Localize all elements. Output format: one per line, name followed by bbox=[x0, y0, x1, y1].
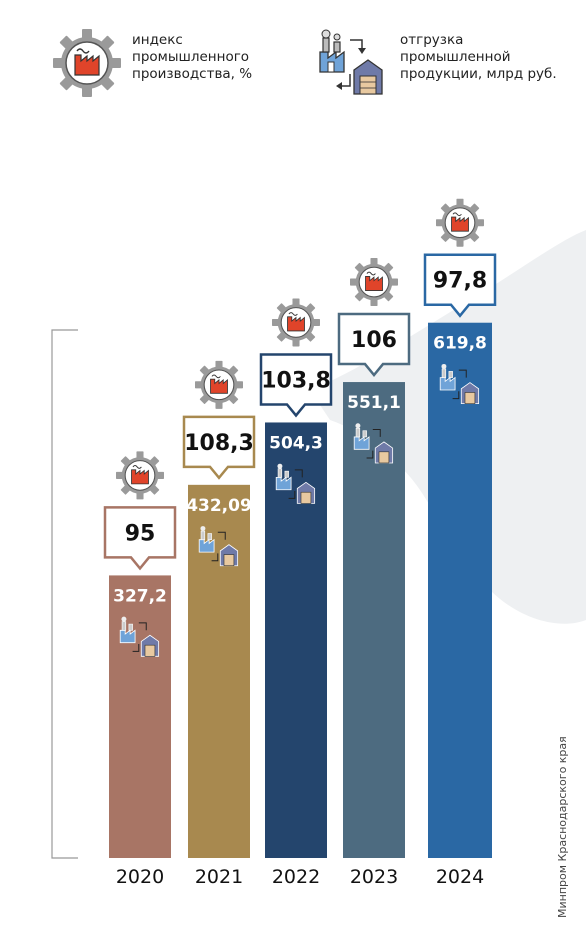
axis-bracket bbox=[51, 329, 78, 859]
shipment-icon-2021 bbox=[198, 526, 239, 567]
index-value-label-2020: 95 bbox=[125, 521, 156, 546]
year-label-2023: 2023 bbox=[350, 866, 398, 888]
factory-gear-icon bbox=[53, 29, 121, 97]
index-value-label-2021: 108,3 bbox=[184, 431, 254, 456]
bar-value-label-2024: 619,8 bbox=[433, 334, 487, 354]
legend-index-line-3: производства, % bbox=[132, 66, 253, 82]
legend-shipment-line-2: промышленной bbox=[400, 49, 511, 65]
bar-value-label-2021: 432,09 bbox=[186, 496, 252, 516]
bar-value-label-2022: 504,3 bbox=[269, 433, 323, 453]
legend-shipment: отгрузка промышленной продукции, млрд ру… bbox=[310, 28, 557, 100]
index-callout-2020 bbox=[103, 506, 177, 571]
shipment-icon-2022 bbox=[275, 463, 316, 504]
index-gear-icon-2023 bbox=[349, 258, 399, 307]
bar-value-label-2020: 327,2 bbox=[113, 586, 167, 606]
index-callout-2024 bbox=[423, 253, 497, 318]
year-label-2024: 2024 bbox=[436, 866, 484, 888]
shipment-icon-2023 bbox=[353, 423, 394, 464]
legend-shipment-line-1: отгрузка bbox=[400, 32, 464, 48]
year-label-2020: 2020 bbox=[116, 866, 164, 888]
source-credit: Минпром Краснодарского края bbox=[556, 736, 569, 918]
bar-2020 bbox=[109, 575, 171, 858]
legend-index-line-2: промышленного bbox=[132, 49, 250, 65]
bar-2023 bbox=[343, 382, 405, 858]
index-value-label-2023: 106 bbox=[351, 328, 397, 353]
index-gear-icon-2021 bbox=[194, 360, 244, 409]
legend-shipment-line-3: продукции, млрд руб. bbox=[400, 66, 557, 82]
bar-value-label-2023: 551,1 bbox=[347, 393, 401, 413]
index-gear-icon-2022 bbox=[271, 298, 321, 347]
index-callout-2023 bbox=[337, 312, 411, 378]
year-label-2021: 2021 bbox=[195, 866, 243, 888]
index-value-label-2024: 97,8 bbox=[433, 269, 487, 294]
factory-warehouse-icon bbox=[319, 29, 383, 95]
legend-index-line-1: индекс bbox=[132, 32, 183, 48]
index-gear-icon-2024 bbox=[435, 198, 485, 247]
legend-index: индекс промышленного производства, % bbox=[52, 28, 252, 98]
index-value-label-2022: 103,8 bbox=[261, 368, 331, 393]
shipment-icon-2020 bbox=[119, 616, 160, 657]
index-gear-icon-2020 bbox=[115, 451, 165, 500]
bar-2021 bbox=[188, 484, 250, 858]
index-callout-2021 bbox=[182, 415, 256, 480]
year-label-2022: 2022 bbox=[272, 866, 320, 888]
bar-2024 bbox=[428, 322, 492, 859]
shipment-icon-2024 bbox=[439, 363, 480, 405]
index-callout-2022 bbox=[259, 353, 333, 418]
bar-2022 bbox=[265, 422, 327, 858]
